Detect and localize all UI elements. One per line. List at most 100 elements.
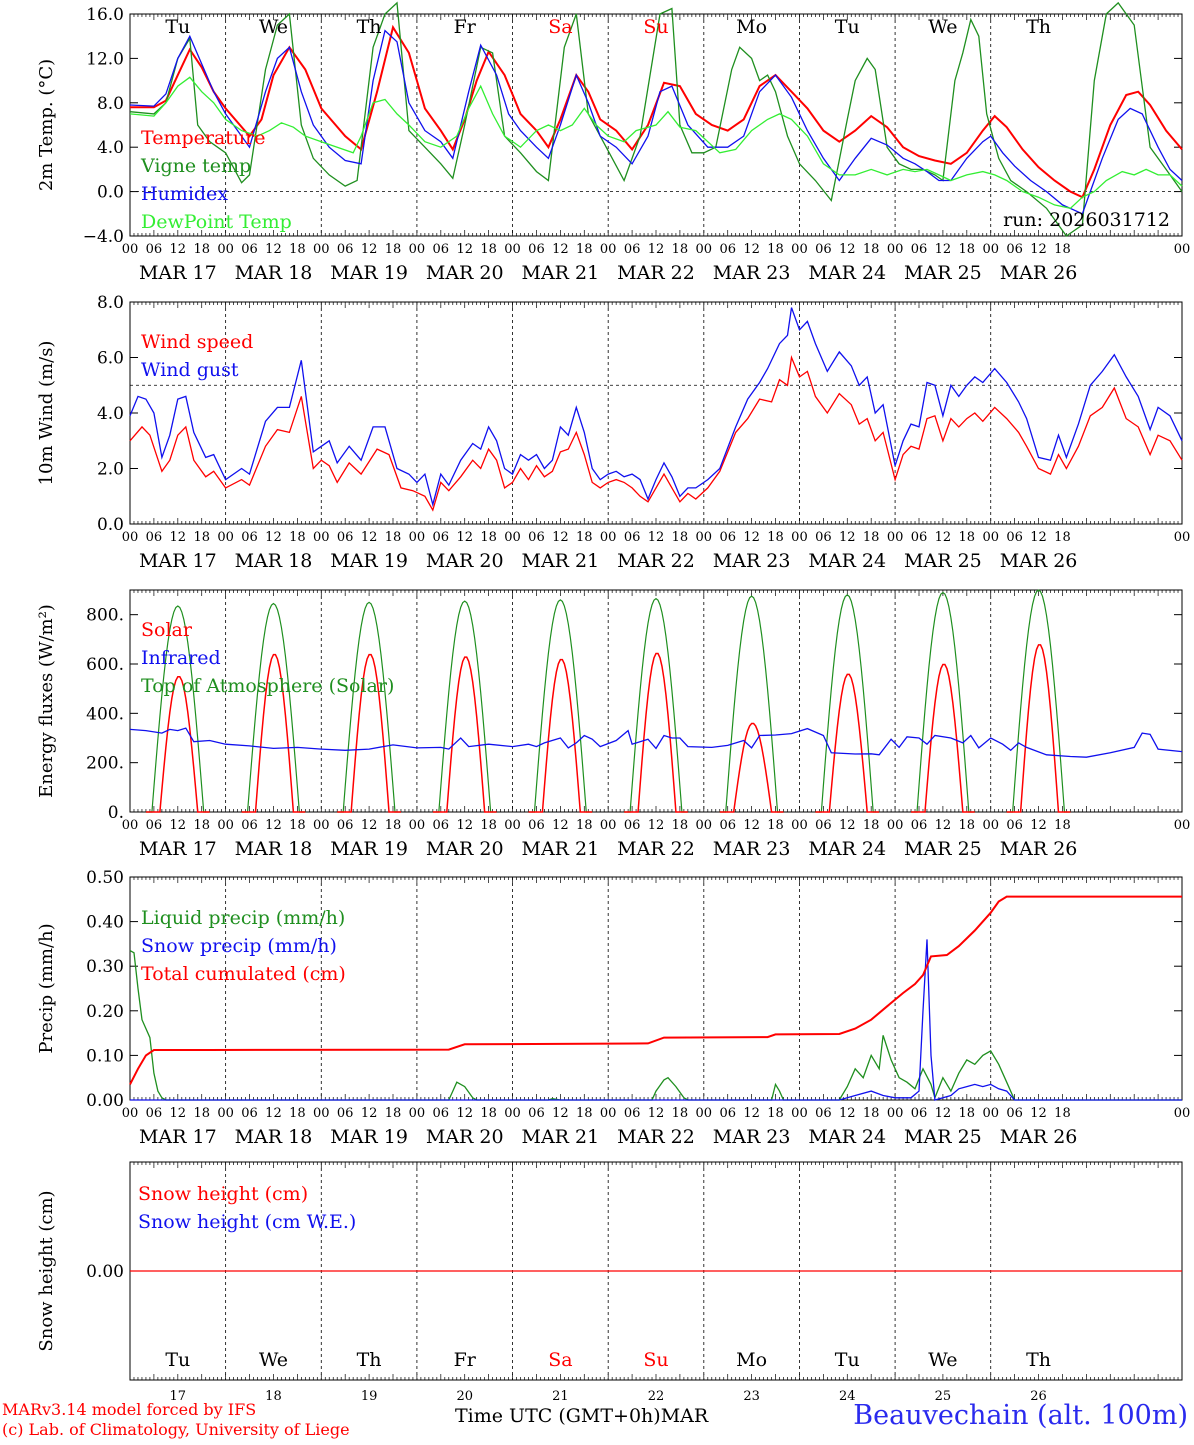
energy-hour-label: 06 — [528, 818, 545, 833]
run-label: run: 2026031712 — [1003, 209, 1170, 231]
temperature-ytick-label: −4.0 — [83, 227, 124, 247]
snow-ytick-label: 0.00 — [86, 1262, 124, 1282]
energy-hour-label: 18 — [289, 818, 306, 833]
energy-hour-label: 12 — [265, 818, 282, 833]
wind-hour-label: 18 — [576, 530, 593, 545]
temperature-hour-label: 00 — [887, 242, 904, 257]
wind-hour-label: 12 — [935, 530, 952, 545]
temperature-hour-label: 18 — [193, 242, 210, 257]
precip-hour-label: 06 — [815, 1106, 832, 1121]
wind-hour-label: 12 — [648, 530, 665, 545]
temperature-hour-label: 00 — [313, 242, 330, 257]
precip-hour-label: 12 — [839, 1106, 856, 1121]
toa-solar-line — [432, 600, 497, 813]
precip-ytick-label: 0.00 — [86, 1091, 124, 1111]
wind-hour-label: 06 — [719, 530, 736, 545]
bottom-weekday-label: We — [259, 1349, 288, 1371]
precip-hour-label: 00 — [313, 1106, 330, 1121]
energy-date-label: MAR 26 — [1000, 838, 1078, 860]
energy-hour-label: 12 — [170, 818, 187, 833]
temperature-date-label: MAR 24 — [808, 262, 886, 284]
temperature-panel — [129, 1, 1183, 237]
wind-hour-label: 18 — [480, 530, 497, 545]
precip-hour-label: 18 — [1054, 1106, 1071, 1121]
energy-hour-label: 06 — [241, 818, 258, 833]
energy-hour-label: 18 — [863, 818, 880, 833]
temperature-series-humidex — [129, 29, 1183, 215]
wind-hour-label: 06 — [433, 530, 450, 545]
energy-hour-label: 18 — [480, 818, 497, 833]
top-weekday-label: Tu — [165, 16, 190, 38]
wind-ytick-label: 8.0 — [97, 293, 124, 313]
solar-line — [432, 656, 497, 813]
precip-hour-label: 12 — [456, 1106, 473, 1121]
wind-hour-label: 12 — [1030, 530, 1047, 545]
precip-hour-label: 12 — [361, 1106, 378, 1121]
wind-date-label: MAR 25 — [904, 550, 982, 572]
temperature-hour-label: 06 — [815, 242, 832, 257]
energy-legend-item: Infrared — [141, 647, 221, 669]
snow-legend-item: Snow height (cm W.E.) — [138, 1211, 356, 1233]
temperature-date-label: MAR 19 — [330, 262, 408, 284]
temperature-date-label: MAR 23 — [713, 262, 791, 284]
time-axis-label: Time UTC (GMT+0h)MAR — [455, 1405, 708, 1427]
solar-line — [911, 663, 975, 813]
precip-hour-label: 18 — [193, 1106, 210, 1121]
temperature-series-temperature — [130, 24, 1183, 199]
temperature-date-label: MAR 26 — [1000, 262, 1078, 284]
toa-solar-line — [911, 591, 975, 813]
energy-date-label: MAR 18 — [235, 838, 313, 860]
temperature-ytick-label: 4.0 — [97, 138, 124, 158]
wind-ytick-label: 0.0 — [97, 515, 124, 535]
time-axis-month: MAR — [660, 1405, 709, 1427]
precip-hour-label: 12 — [935, 1106, 952, 1121]
bottom-weekday-label: Th — [357, 1349, 382, 1371]
bottom-day-number: 23 — [743, 1389, 760, 1404]
energy-panel — [129, 589, 1183, 813]
temperature-hour-label: 00 — [982, 242, 999, 257]
top-weekday-label: Th — [357, 16, 382, 38]
precip-hour-label: 12 — [1030, 1106, 1047, 1121]
precip-legend-item: Snow precip (mm/h) — [141, 935, 337, 957]
precip-hour-label: 12 — [265, 1106, 282, 1121]
temperature-hour-label: 12 — [743, 242, 760, 257]
wind-hour-label: 18 — [959, 530, 976, 545]
temperature-hour-label: 18 — [289, 242, 306, 257]
precip-hour-label: 00 — [504, 1106, 521, 1121]
temperature-hour-label: 00 — [122, 242, 139, 257]
temperature-hour-label: 06 — [241, 242, 258, 257]
wind-date-label: MAR 26 — [1000, 550, 1078, 572]
wind-hour-label: 00 — [600, 530, 617, 545]
temperature-hour-label: 12 — [456, 242, 473, 257]
temperature-series-dewpoint-temp — [129, 76, 1183, 210]
energy-hour-label: 18 — [385, 818, 402, 833]
temperature-hour-label: 18 — [1054, 242, 1071, 257]
energy-hour-label: 00 — [600, 818, 617, 833]
energy-hour-label: 00 — [504, 818, 521, 833]
top-weekday-label: Fr — [454, 16, 477, 38]
precip-date-label: MAR 26 — [1000, 1126, 1078, 1148]
energy-hour-label: 00 — [982, 818, 999, 833]
precip-panel — [129, 876, 1183, 1101]
wind-legend-item: Wind gust — [141, 359, 239, 381]
wind-hour-label: 06 — [1006, 530, 1023, 545]
wind-legend-item: Wind speed — [141, 331, 253, 353]
wind-hour-label: 18 — [385, 530, 402, 545]
energy-legend-item: Top of Atmosphere (Solar) — [141, 675, 394, 697]
energy-hour-label: 06 — [433, 818, 450, 833]
temperature-hour-label: 18 — [385, 242, 402, 257]
energy-ytick-label: 600. — [86, 655, 124, 675]
precip-hour-label: 00 — [122, 1106, 139, 1121]
wind-hour-label: 12 — [839, 530, 856, 545]
precip-hour-label: 06 — [241, 1106, 258, 1121]
bottom-weekday-label: Fr — [454, 1349, 477, 1371]
precip-legend-item: Total cumulated (cm) — [141, 963, 346, 985]
precip-hour-label: 18 — [576, 1106, 593, 1121]
energy-date-label: MAR 19 — [330, 838, 408, 860]
energy-hour-label: 00 — [122, 818, 139, 833]
temperature-hour-label: 12 — [648, 242, 665, 257]
bottom-weekday-label: Sa — [548, 1349, 572, 1371]
wind-date-label: MAR 19 — [330, 550, 408, 572]
wind-date-label: MAR 18 — [235, 550, 313, 572]
